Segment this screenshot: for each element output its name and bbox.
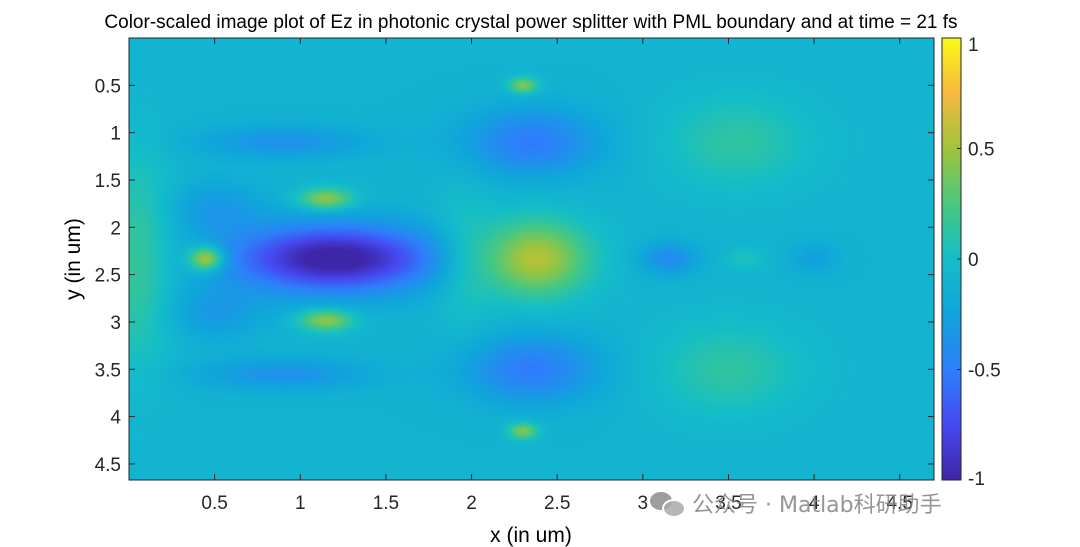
colorbar-tick-label: -1 (968, 469, 985, 490)
colorbar-tick-label: 0.5 (968, 140, 994, 161)
y-tick-label: 4.5 (95, 455, 121, 476)
y-tick-label: 2.5 (95, 266, 121, 287)
x-tick-label: 2 (466, 493, 477, 514)
plot-area: 0.5 1 1.5 2 2.5 3 3.5 4 4.5 0.5 1 1.5 2 2.5 3 3.5 4 4.5 (95, 37, 935, 514)
y-tick-label: 3 (110, 313, 121, 334)
colorbar-gradient (942, 38, 961, 480)
x-tick-label: 0.5 (201, 493, 227, 514)
colorbar-tick-label: -0.5 (968, 361, 1001, 382)
y-tick-label: 2 (110, 218, 121, 239)
heatmap-image (129, 38, 934, 480)
y-axis-label: y (in um) (62, 218, 85, 300)
x-axis-ticks: 0.5 1 1.5 2 2.5 3 3.5 4 4.5 (201, 38, 913, 514)
x-tick-label: 4 (809, 493, 820, 514)
colorbar-ticks: 1 0.5 0 -0.5 -1 (957, 35, 1001, 490)
x-tick-label: 3 (638, 493, 649, 514)
x-tick-label: 3.5 (715, 493, 741, 514)
y-tick-label: 4 (110, 408, 121, 429)
colorbar: 1 0.5 0 -0.5 -1 (941, 35, 1001, 490)
y-tick-label: 1 (110, 124, 121, 145)
axes-box (128, 37, 935, 481)
chart-title: Color-scaled image plot of Ez in photoni… (104, 12, 957, 33)
x-tick-label: 1 (295, 493, 306, 514)
x-axis-label: x (in um) (490, 524, 572, 547)
x-tick-label: 2.5 (544, 493, 570, 514)
y-axis-ticks: 0.5 1 1.5 2 2.5 3 3.5 4 4.5 (95, 76, 934, 476)
x-tick-label: 4.5 (887, 493, 913, 514)
y-tick-label: 1.5 (95, 171, 121, 192)
colorbar-tick-label: 1 (968, 35, 979, 56)
x-tick-label: 1.5 (373, 493, 399, 514)
y-tick-label: 0.5 (95, 76, 121, 97)
colorbar-tick-label: 0 (968, 250, 979, 271)
y-tick-label: 3.5 (95, 360, 121, 381)
